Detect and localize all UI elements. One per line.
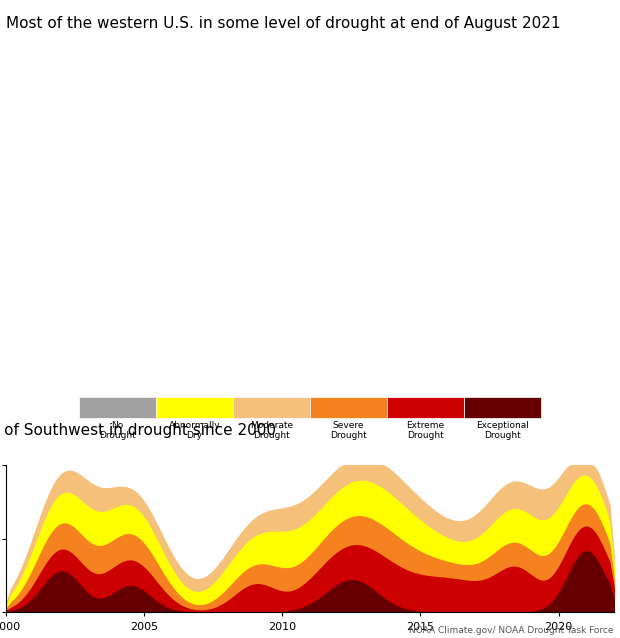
- Text: Area of Southwest in drought since 2000: Area of Southwest in drought since 2000: [0, 423, 276, 438]
- Text: Most of the western U.S. in some level of drought at end of August 2021: Most of the western U.S. in some level o…: [6, 16, 560, 31]
- Bar: [310, 397, 387, 418]
- Text: Severe
Drought: Severe Drought: [330, 420, 367, 440]
- Bar: [387, 397, 464, 418]
- Text: Exceptional
Drought: Exceptional Drought: [476, 420, 529, 440]
- Bar: [156, 397, 233, 418]
- Text: NOAA Climate.gov/ NOAA Drought Task Force: NOAA Climate.gov/ NOAA Drought Task Forc…: [409, 626, 614, 635]
- Bar: [233, 397, 310, 418]
- Bar: [464, 397, 541, 418]
- Text: No
Drought: No Drought: [99, 420, 136, 440]
- Text: Abnormally
Dry: Abnormally Dry: [169, 420, 220, 440]
- Bar: [79, 397, 156, 418]
- Text: Moderate
Drought: Moderate Drought: [250, 420, 293, 440]
- Text: Extreme
Drought: Extreme Drought: [406, 420, 445, 440]
